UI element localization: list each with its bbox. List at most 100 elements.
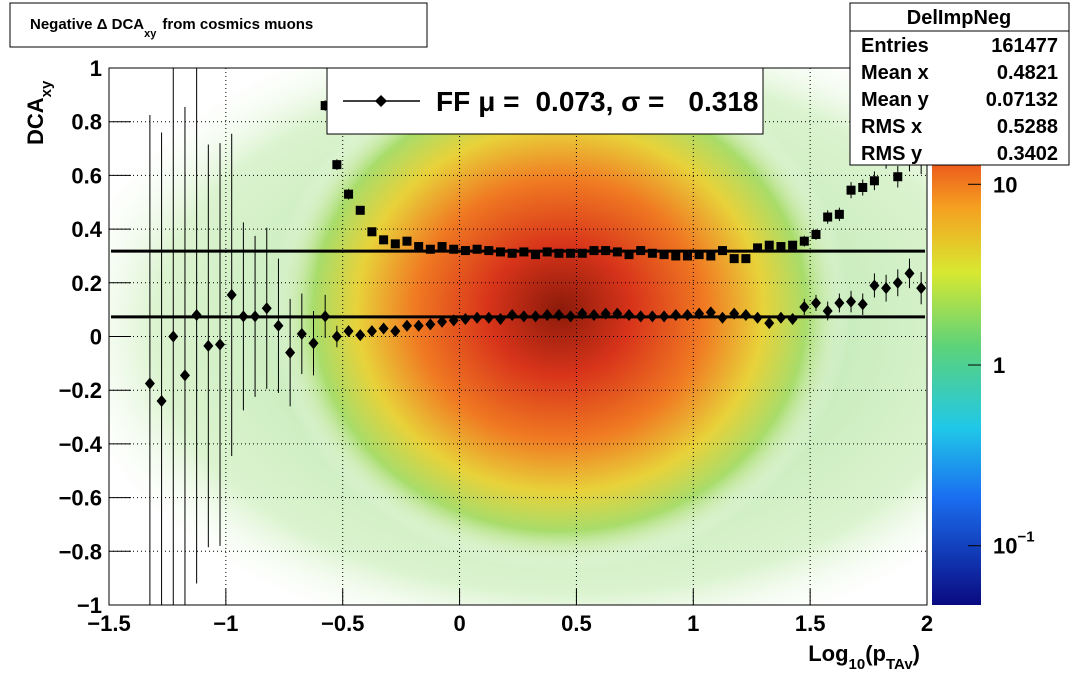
mean-marker — [273, 319, 284, 332]
sigma-marker — [694, 250, 704, 260]
x-tick-label: −1.5 — [87, 611, 130, 636]
sigma-marker — [449, 244, 459, 254]
sigma-marker — [367, 227, 377, 237]
sigma-marker — [531, 250, 541, 260]
x-axis-label: Log10(pTAv) — [808, 641, 920, 673]
mean-marker — [191, 309, 202, 322]
y-tick-label: −0.2 — [59, 378, 102, 403]
mean-marker — [378, 322, 389, 335]
sigma-marker — [484, 246, 494, 256]
mean-marker — [495, 313, 506, 326]
mean-marker — [577, 307, 588, 320]
sigma-marker — [718, 246, 727, 256]
sigma-marker — [682, 251, 692, 261]
mean-marker — [168, 330, 179, 343]
sigma-marker — [729, 254, 739, 264]
mean-marker — [600, 307, 611, 320]
mean-marker — [881, 282, 892, 295]
sigma-marker — [706, 251, 716, 261]
mean-marker — [647, 310, 658, 323]
y-tick-label: 0.2 — [71, 271, 102, 296]
x-tick-label: −1 — [213, 611, 238, 636]
sigma-marker — [799, 236, 809, 246]
sigma-marker — [379, 235, 389, 245]
x-label-sub: 10 — [849, 656, 866, 673]
x-tick-label: 1.5 — [795, 611, 826, 636]
mean-marker — [250, 310, 261, 323]
y-tick-label: 0.6 — [71, 163, 102, 188]
mean-marker — [343, 325, 354, 338]
mean-marker — [320, 310, 331, 323]
mean-marker — [635, 310, 646, 323]
mean-marker — [226, 288, 237, 301]
z-tick-label: 10−1 — [993, 529, 1035, 559]
sigma-marker — [764, 240, 774, 250]
sigma-marker — [320, 101, 330, 111]
sigma-marker — [788, 240, 798, 250]
z-tick-base: 1 — [993, 353, 1005, 378]
mean-marker — [472, 311, 483, 324]
y-tick-label: −0.6 — [59, 486, 102, 511]
sigma-marker — [846, 185, 856, 195]
mean-marker — [261, 302, 272, 315]
mean-marker — [624, 309, 635, 322]
sigma-marker — [647, 248, 657, 258]
z-tick-label: 1 — [993, 353, 1005, 378]
stats-name: Mean x — [861, 62, 929, 84]
title-box — [9, 2, 428, 48]
sigma-marker — [636, 246, 646, 256]
y-tick-label: 1 — [90, 56, 102, 81]
y-tick-label: 0.8 — [71, 110, 102, 135]
stats-title: DelImpNeg — [907, 7, 1011, 29]
y-tick-label: −0.4 — [59, 432, 103, 457]
sigma-marker — [495, 247, 505, 257]
mean-marker — [705, 306, 716, 319]
z-tick-base: 10 — [993, 172, 1017, 197]
mean-marker — [869, 279, 880, 292]
stats-value: 0.5288 — [997, 116, 1058, 138]
mean-marker — [355, 329, 366, 342]
x-label-sub: TAv — [886, 656, 913, 673]
sigma-marker — [414, 242, 424, 252]
mean-marker — [425, 318, 436, 331]
x-label-text: Log — [808, 641, 848, 666]
sigma-marker — [811, 229, 821, 239]
mean-marker — [846, 295, 857, 308]
sigma-marker — [460, 246, 470, 256]
mean-marker — [507, 309, 518, 322]
title-sub: xy — [144, 28, 157, 40]
sigma-marker — [741, 254, 751, 264]
x-tick-label: 1 — [687, 611, 699, 636]
mean-marker — [542, 309, 553, 322]
mean-marker — [810, 296, 821, 309]
sigma-marker — [554, 248, 564, 258]
fit-name: FF — [436, 86, 470, 117]
mean-marker — [331, 330, 342, 343]
stats-value: 0.07132 — [986, 89, 1058, 111]
y-label-sub: xy — [38, 80, 55, 97]
mean-marker — [775, 311, 786, 324]
x-label-mid: (p — [865, 641, 886, 666]
mean-marker — [285, 346, 296, 359]
legend-label: FF μ = 0.073, σ = 0.318 — [436, 86, 758, 117]
sigma-marker — [834, 209, 844, 219]
mean-marker — [238, 310, 249, 323]
mean-marker — [904, 267, 915, 280]
mean-marker — [857, 298, 868, 311]
mean-marker — [530, 310, 541, 323]
sigma-marker — [566, 248, 576, 258]
mean-marker — [892, 276, 903, 289]
sigma-marker — [437, 242, 447, 252]
sigma-marker — [390, 239, 400, 249]
mean-marker — [764, 317, 775, 330]
mean-marker — [670, 309, 681, 322]
mean-marker — [390, 325, 401, 338]
y-axis-label: DCAxy — [23, 80, 55, 145]
stats-value: 0.4821 — [997, 62, 1058, 84]
title-text: Negative Δ DCA — [30, 16, 144, 33]
x-tick-label: 0 — [453, 611, 465, 636]
mean-marker — [308, 337, 319, 350]
x-label-end: ) — [913, 641, 920, 666]
mean-marker — [460, 313, 471, 326]
